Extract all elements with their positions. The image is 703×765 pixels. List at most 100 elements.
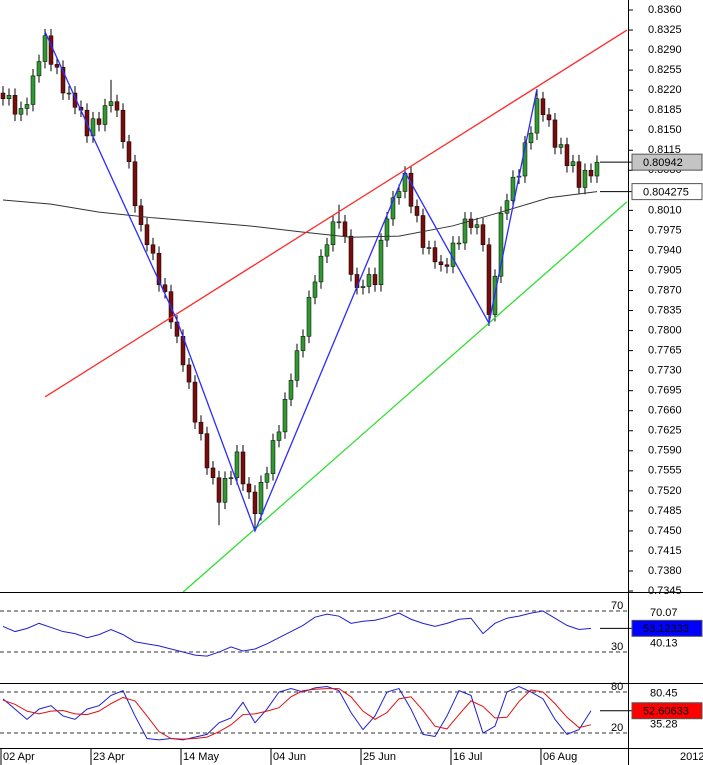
y-tick-label: 0.8360 bbox=[648, 4, 682, 16]
candle-body bbox=[594, 161, 600, 177]
candle-body bbox=[312, 281, 318, 298]
candle-body bbox=[240, 451, 246, 485]
y-tick-label: 0.7450 bbox=[648, 525, 682, 537]
x-tick-label: 25 Jun bbox=[363, 751, 396, 763]
y-tick-label: 0.7485 bbox=[648, 505, 682, 517]
candle-body bbox=[438, 261, 444, 265]
candle-body bbox=[234, 451, 240, 478]
candle-body bbox=[144, 224, 150, 245]
y-tick-label: 0.7625 bbox=[648, 425, 682, 437]
candle-body bbox=[330, 221, 336, 245]
y-tick-label: 0.7730 bbox=[648, 365, 682, 377]
candle-body bbox=[30, 75, 36, 105]
x-axis-year: 2012 bbox=[680, 751, 703, 763]
candle-body bbox=[426, 247, 432, 249]
candle-body bbox=[540, 98, 546, 116]
y-tick-label: 0.7415 bbox=[648, 545, 682, 557]
value-label-box bbox=[631, 153, 703, 171]
trend-line bbox=[44, 29, 628, 398]
trend-line bbox=[44, 31, 538, 533]
candle-body bbox=[456, 242, 462, 245]
level-label: 30 bbox=[611, 641, 623, 653]
y-tick-label: 0.7380 bbox=[648, 565, 682, 577]
value-label: 52.60633 bbox=[643, 706, 689, 718]
candle-body bbox=[534, 98, 540, 134]
candle-body bbox=[444, 264, 450, 267]
candle-body bbox=[342, 221, 348, 237]
y-tick-label: 0.8255 bbox=[648, 64, 682, 76]
candle-body bbox=[324, 244, 330, 257]
indicator-line bbox=[2, 688, 592, 740]
y-tick-label: 0.7520 bbox=[648, 485, 682, 497]
candle-body bbox=[54, 64, 60, 68]
candle-body bbox=[270, 440, 276, 474]
candle-body bbox=[510, 176, 516, 201]
indicator-line bbox=[2, 610, 592, 657]
candle-body bbox=[390, 197, 396, 220]
range-value-label: 35.28 bbox=[650, 718, 678, 730]
range-value-label: 70.07 bbox=[650, 607, 678, 619]
candle-body bbox=[480, 224, 486, 245]
candle-body bbox=[408, 172, 414, 207]
rsi-panel bbox=[0, 610, 628, 657]
y-tick-label: 0.8010 bbox=[648, 204, 682, 216]
candle-body bbox=[246, 483, 252, 493]
candle-body bbox=[102, 105, 108, 125]
y-tick-label: 0.7940 bbox=[648, 244, 682, 256]
x-tick-label: 04 Jun bbox=[273, 751, 306, 763]
candle-body bbox=[210, 467, 216, 478]
candle-body bbox=[42, 35, 48, 62]
y-tick-label: 0.8220 bbox=[648, 84, 682, 96]
candle-body bbox=[300, 336, 306, 351]
candle-body bbox=[576, 161, 582, 188]
candle-body bbox=[396, 191, 402, 199]
candle-body bbox=[318, 255, 324, 283]
candle-body bbox=[372, 274, 378, 286]
candle-body bbox=[198, 421, 204, 434]
value-label: 0.80942 bbox=[643, 157, 683, 169]
candle-body bbox=[570, 161, 576, 166]
candle-body bbox=[204, 433, 210, 469]
x-tick-label: 16 Jul bbox=[453, 751, 482, 763]
value-label-box bbox=[631, 183, 703, 201]
x-tick-label: 06 Aug bbox=[543, 751, 577, 763]
candle-body bbox=[36, 61, 42, 77]
y-tick-label: 0.8185 bbox=[648, 104, 682, 116]
level-label: 70 bbox=[611, 600, 623, 612]
y-tick-label: 0.8325 bbox=[648, 24, 682, 36]
candle-body bbox=[252, 491, 258, 514]
candle-body bbox=[66, 92, 72, 95]
value-label-box bbox=[631, 619, 703, 637]
y-tick-label: 0.7660 bbox=[648, 405, 682, 417]
candle-body bbox=[486, 244, 492, 315]
candle-body bbox=[558, 144, 564, 148]
candle-body bbox=[414, 206, 420, 216]
y-tick-label: 0.7765 bbox=[648, 345, 682, 357]
range-value-label: 80.45 bbox=[650, 688, 678, 700]
range-value-label: 40.13 bbox=[650, 638, 678, 650]
candle-body bbox=[564, 144, 570, 166]
candle-body bbox=[216, 477, 222, 503]
candle-body bbox=[336, 221, 342, 224]
candle-body bbox=[222, 478, 228, 503]
stochastic-panel bbox=[0, 685, 628, 741]
price-panel bbox=[0, 28, 628, 592]
y-tick-label: 0.7835 bbox=[648, 304, 682, 316]
candle-body bbox=[378, 239, 384, 286]
candle-body bbox=[462, 218, 468, 244]
candle-body bbox=[120, 109, 126, 142]
level-label: 80 bbox=[611, 681, 623, 693]
y-tick-label: 0.7975 bbox=[648, 224, 682, 236]
x-tick-label: 23 Apr bbox=[93, 751, 125, 763]
candle-body bbox=[186, 364, 192, 383]
candle-body bbox=[126, 141, 132, 162]
candle-body bbox=[468, 218, 474, 228]
candle-body bbox=[348, 235, 354, 275]
y-tick-label: 0.7870 bbox=[648, 284, 682, 296]
candle-body bbox=[132, 161, 138, 207]
candle-body bbox=[552, 119, 558, 148]
candle-body bbox=[114, 101, 120, 111]
candle-body bbox=[588, 170, 594, 177]
candle-body bbox=[0, 92, 6, 99]
